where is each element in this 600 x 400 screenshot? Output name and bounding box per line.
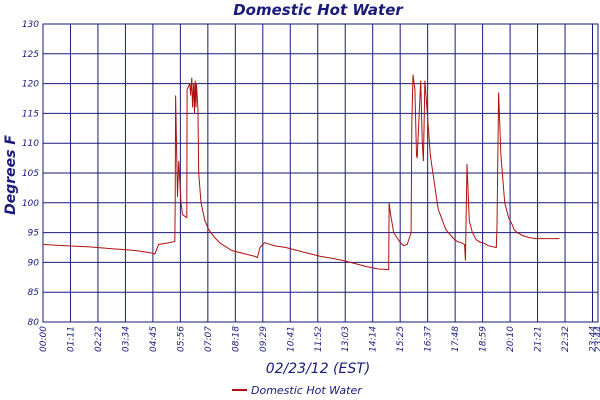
x-axis-ticks: 00:00 01:11 02:22 03:34 04:45 05:56 07:07 08:18… [39,326,600,352]
x-tick-label: 09:29 [259,326,269,352]
x-tick-label: 01:11 [66,326,76,352]
chart-title: Domestic Hot Water [233,1,404,19]
x-tick-label: 17:48 [451,326,461,352]
y-tick-label: 115 [22,109,39,119]
y-tick-label: 120 [22,80,39,90]
x-tick-label: 00:00 [39,326,49,352]
legend-label: Domestic Hot Water [251,384,363,397]
y-tick-label: 90 [28,258,40,268]
x-tick-label: 08:18 [231,326,241,352]
x-tick-label: 11:52 [314,326,324,352]
plot-frame [42,23,599,323]
legend: Domestic Hot Water [232,384,363,397]
x-tick-label: 02:22 [94,326,104,352]
x-tick-label: 07:07 [204,326,214,352]
x-tick-label: 03:34 [121,326,131,352]
x-tick-label: 20:10 [506,326,516,352]
x-axis-label: 02/23/12 (EST) [266,361,371,377]
y-tick-label: 100 [22,199,39,209]
x-tick-label: 13:03 [341,326,351,352]
y-tick-label: 80 [28,318,40,328]
x-tick-label: 21:21 [534,326,544,352]
x-tick-label: 23:44 [594,326,600,352]
x-tick-label: 10:41 [286,326,296,352]
y-tick-label: 130 [22,20,39,30]
series-line-domestic-hot-water [42,74,560,271]
y-tick-label: 125 [22,50,39,60]
x-tick-label: 14:14 [369,326,379,352]
x-tick-label: 15:25 [396,326,406,352]
x-tick-label: 22:32 [561,326,571,352]
x-tick-label: 16:37 [424,326,434,352]
y-axis-label: Degrees F [3,135,19,215]
x-tick-label: 05:56 [176,326,186,352]
x-tick-label: 18:59 [479,326,489,352]
x-tick-label: 23:44 [589,326,599,352]
y-axis-ticks: 80 85 90 95 100 105 110 115 120 125 130 [22,20,39,328]
y-tick-label: 110 [22,139,39,149]
y-tick-label: 95 [28,229,40,239]
x-tick-label: 04:45 [149,326,159,352]
y-tick-label: 85 [28,288,40,298]
chart-grid [42,23,599,323]
y-tick-label: 105 [22,169,39,179]
